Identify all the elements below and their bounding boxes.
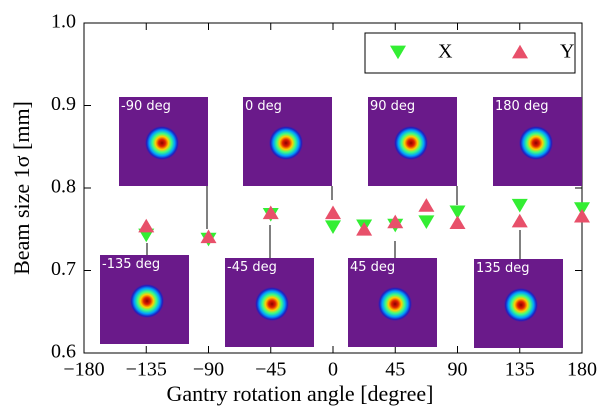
inset-label: 180 deg — [495, 99, 548, 114]
beam-spot — [394, 126, 428, 160]
inset-label: 90 deg — [370, 99, 415, 114]
y-tick-label: 0.8 — [51, 176, 76, 198]
x-tick-label: −90 — [193, 359, 224, 381]
inset-label: -135 deg — [102, 257, 160, 272]
chart: Gantry rotation angle [degree] Beam size… — [0, 0, 601, 411]
data-point — [450, 215, 466, 229]
data-point — [138, 219, 154, 233]
data-point — [418, 198, 434, 212]
beam-spot — [269, 126, 303, 160]
y-tick-label: 0.6 — [51, 341, 76, 363]
x-tick-label: −135 — [126, 359, 167, 381]
x-tick-label: 135 — [505, 359, 535, 381]
x-tick-label: 0 — [328, 359, 338, 381]
y-tick-label: 0.9 — [51, 93, 76, 115]
legend-label: Y — [560, 41, 574, 63]
data-point — [325, 220, 341, 234]
beam-spot — [378, 287, 412, 321]
x-tick-label: 180 — [567, 359, 597, 381]
data-point — [512, 199, 528, 213]
data-point — [512, 214, 528, 228]
beam-spot — [519, 126, 553, 160]
inset-label: -90 deg — [121, 99, 171, 114]
inset-label: 0 deg — [245, 99, 282, 114]
data-point — [263, 206, 279, 220]
data-point — [325, 206, 341, 220]
y-axis-label: Beam size 1σ [mm] — [9, 101, 34, 275]
inset-label: -45 deg — [227, 260, 277, 275]
data-point — [356, 222, 372, 236]
beam-spot — [130, 284, 164, 318]
beam-spot — [145, 126, 179, 160]
data-point — [574, 209, 590, 223]
x-tick-label: 90 — [448, 359, 468, 381]
x-tick-label: 45 — [385, 359, 405, 381]
beam-spot — [504, 288, 538, 322]
x-axis-label: Gantry rotation angle [degree] — [167, 381, 434, 406]
inset-label: 45 deg — [350, 260, 395, 275]
inset-label: 135 deg — [476, 261, 529, 276]
data-point — [418, 215, 434, 229]
y-tick-label: 0.7 — [51, 258, 76, 280]
legend-label: X — [438, 41, 453, 63]
beam-spot — [255, 287, 289, 321]
y-tick-label: 1.0 — [51, 11, 76, 33]
x-tick-label: −45 — [255, 359, 286, 381]
